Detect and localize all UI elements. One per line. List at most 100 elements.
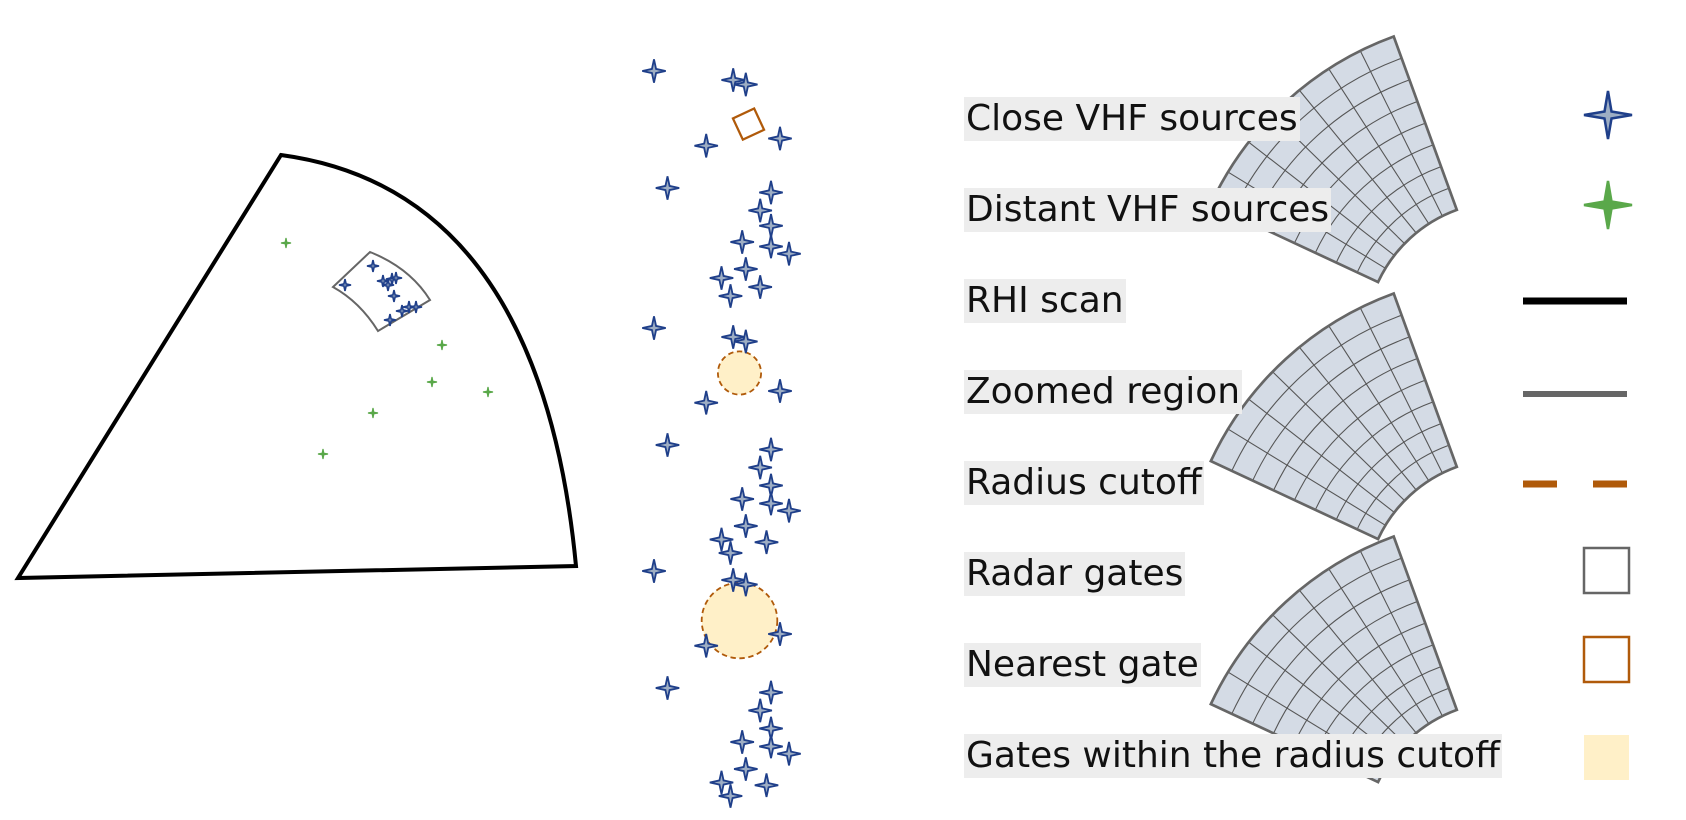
close-vhf-source-icon (709, 266, 734, 290)
close-vhf-source-icon (718, 284, 743, 308)
close-vhf-source-icon (383, 313, 397, 327)
close-vhf-source-icon (655, 433, 680, 457)
gate-range-line (1314, 144, 1434, 254)
close-vhf-source-icon (768, 126, 792, 151)
close-vhf-source-icon (338, 278, 352, 292)
gate-range-line (1335, 166, 1442, 263)
legend-gray-square-icon (1582, 546, 1631, 595)
close-vhf-source-icon (730, 230, 755, 254)
legend-label-nearest-gate: Nearest gate (964, 643, 1201, 687)
gate-range-line (1231, 57, 1402, 215)
nearest-gate-box (731, 107, 766, 142)
legend-close-vhf-icon (1583, 90, 1633, 140)
legend-distant-vhf-icon (1583, 180, 1633, 230)
gate-range-line (1314, 401, 1434, 511)
distant-vhf-source-icon (426, 376, 438, 388)
legend-brown-square-icon (1582, 635, 1631, 684)
zoomed-panels (642, 34, 1459, 808)
gate-range-line (1356, 187, 1450, 273)
close-vhf-source-icon (733, 257, 758, 281)
close-vhf-source-icon (759, 680, 783, 705)
close-vhf-source-icon (721, 325, 746, 349)
close-vhf-source-icon (694, 633, 719, 658)
zoomed-panel-3 (642, 534, 1459, 808)
close-vhf-source-icon (759, 437, 783, 462)
zoomed-region-outline (331, 250, 432, 333)
close-vhf-source-icon (389, 271, 403, 285)
gate-range-line (1293, 379, 1426, 501)
gate-azimuth-line (1328, 568, 1430, 725)
close-vhf-source-icon (759, 491, 783, 516)
rhi-scan-overview (14, 152, 579, 581)
close-vhf-source-icon (777, 741, 801, 766)
legend-label-distant-vhf: Distant VHF sources (964, 188, 1332, 232)
close-vhf-source-icon (733, 514, 758, 538)
radius-cutoff-circle (700, 581, 779, 660)
close-vhf-source-icon (721, 568, 746, 592)
close-vhf-source-icon (642, 559, 666, 583)
close-vhf-source-icon (733, 757, 758, 781)
distant-vhf-source-icon (317, 448, 329, 460)
close-vhf-source-icon (718, 784, 743, 808)
close-vhf-source-icon (733, 329, 758, 354)
close-vhf-source-icon (376, 274, 390, 288)
rhi-scan-outline (14, 152, 579, 581)
gate-range-line (1356, 444, 1450, 530)
close-vhf-source-icon (777, 498, 801, 523)
gate-range-line (1252, 336, 1410, 481)
close-vhf-source-icon (642, 316, 666, 340)
gate-azimuth-line (1227, 428, 1386, 526)
gate-azimuth-line (1359, 50, 1443, 217)
gate-range-line (1252, 579, 1410, 724)
close-vhf-source-icon (768, 379, 792, 403)
close-vhf-source-icon (748, 275, 773, 299)
gate-azimuth-line (1328, 325, 1430, 482)
close-vhf-source-icon (777, 241, 801, 266)
legend-label-zoomed-region: Zoomed region (964, 370, 1243, 414)
close-vhf-source-icon (733, 72, 758, 97)
close-vhf-source-icon (759, 734, 783, 759)
gate-azimuth-line (1298, 589, 1417, 734)
close-vhf-source-icon (754, 530, 779, 555)
close-vhf-source-icon (642, 59, 666, 83)
gate-azimuth-line (1298, 346, 1417, 491)
gate-range-line (1231, 557, 1402, 715)
gate-range-line (1293, 622, 1426, 744)
radius-cutoff-circle (717, 350, 763, 396)
close-vhf-source-icon (655, 176, 680, 200)
legend-label-radius-cutoff: Radius cutoff (964, 461, 1204, 505)
close-vhf-source-icon (709, 527, 734, 552)
gate-azimuth-line (1298, 89, 1417, 234)
zoomed-region-border (1209, 34, 1459, 284)
distant-vhf-source-icon (280, 237, 292, 249)
close-vhf-source-icon (730, 487, 755, 511)
close-vhf-source-icon (768, 622, 792, 646)
close-vhf-source-icon (381, 278, 395, 292)
close-vhf-source-icon (694, 133, 719, 158)
close-vhf-source-icon (395, 304, 409, 318)
close-vhf-source-icon (748, 698, 773, 723)
distant-vhf-source-icon (436, 339, 448, 351)
close-vhf-source-icon (709, 770, 734, 795)
close-vhf-source-icon (754, 773, 779, 798)
close-vhf-source-icon (694, 390, 719, 415)
close-vhf-source-icon (730, 730, 755, 754)
distant-vhf-source-icon (367, 407, 379, 419)
close-vhf-source-icon (721, 68, 746, 92)
gate-range-line (1273, 601, 1418, 734)
gate-azimuth-line (1272, 614, 1405, 745)
legend-label-close-vhf: Close VHF sources (964, 97, 1300, 141)
gate-range-line (1231, 314, 1402, 472)
gate-azimuth-line (1272, 371, 1405, 502)
close-vhf-source-icon (387, 289, 401, 303)
close-vhf-source-icon (718, 541, 743, 565)
close-vhf-source-icon (748, 455, 773, 480)
legend-yellow-square-icon (1584, 735, 1629, 780)
gate-azimuth-line (1328, 68, 1430, 225)
gate-azimuth-line (1359, 550, 1443, 717)
close-vhf-source-icon (366, 259, 380, 273)
close-vhf-source-icon (733, 572, 758, 597)
close-vhf-source-icon (655, 676, 680, 700)
